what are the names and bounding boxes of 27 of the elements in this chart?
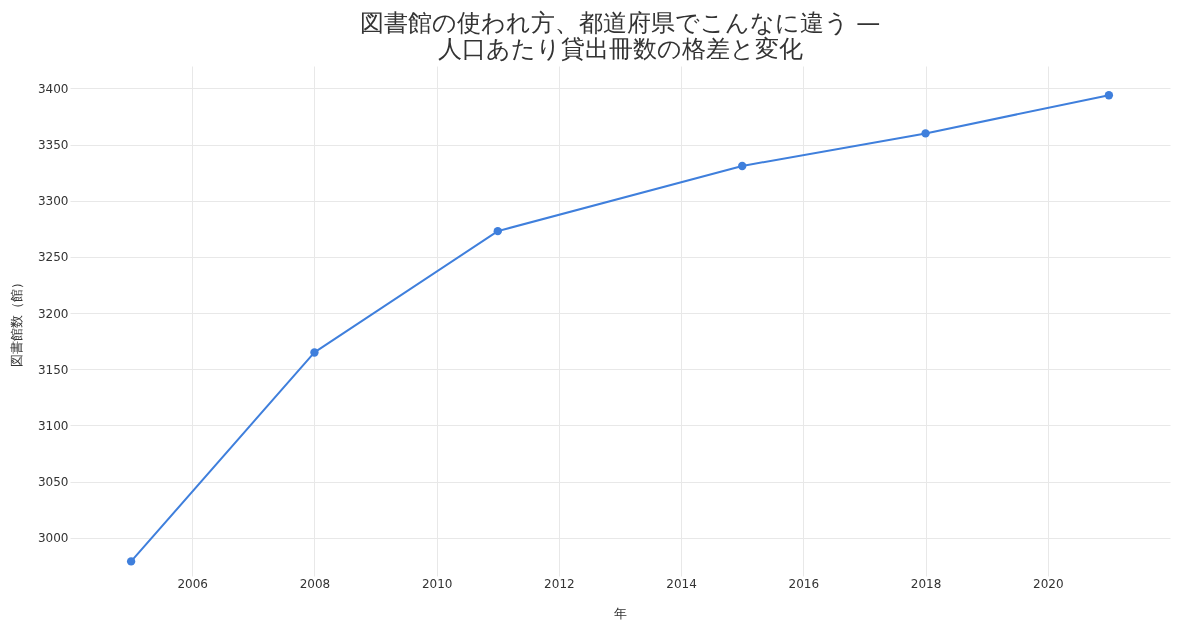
point xyxy=(1104,91,1114,100)
text: 人口あたり貸出冊数の格差と変化 xyxy=(437,35,803,63)
y-tick-label: 3350 xyxy=(37,138,69,153)
y-axis-title: 図書館数（館） xyxy=(8,276,24,367)
y-tick-label: 3150 xyxy=(37,362,69,377)
point xyxy=(738,161,747,171)
y-tick-label: 3100 xyxy=(37,418,69,433)
y-tick-label: 3000 xyxy=(37,531,69,546)
text: 図書館の使われ方、都道府県でこんなに違う — xyxy=(359,9,881,37)
y-tick-label: 3400 xyxy=(37,81,69,96)
y-tick-label: 3200 xyxy=(37,306,69,321)
x-tick-label: 2012 xyxy=(544,576,575,591)
point xyxy=(126,557,136,566)
x-tick-label: 2010 xyxy=(421,576,453,591)
point xyxy=(493,226,502,236)
x-tick-label: 2018 xyxy=(910,576,942,591)
x-tick-label: 2020 xyxy=(1033,576,1064,591)
x-tick-label: 2008 xyxy=(299,576,331,591)
y-tick-label: 3250 xyxy=(37,250,69,265)
y-tick-label: 3300 xyxy=(37,194,69,209)
x-tick-label: 2014 xyxy=(666,576,697,591)
y-tick-label: 3050 xyxy=(37,475,69,490)
x-axis-title: 年 xyxy=(614,605,627,621)
point xyxy=(921,129,930,138)
point xyxy=(310,348,319,357)
x-tick-label: 2016 xyxy=(788,576,820,591)
x-tick-label: 2006 xyxy=(177,576,208,591)
